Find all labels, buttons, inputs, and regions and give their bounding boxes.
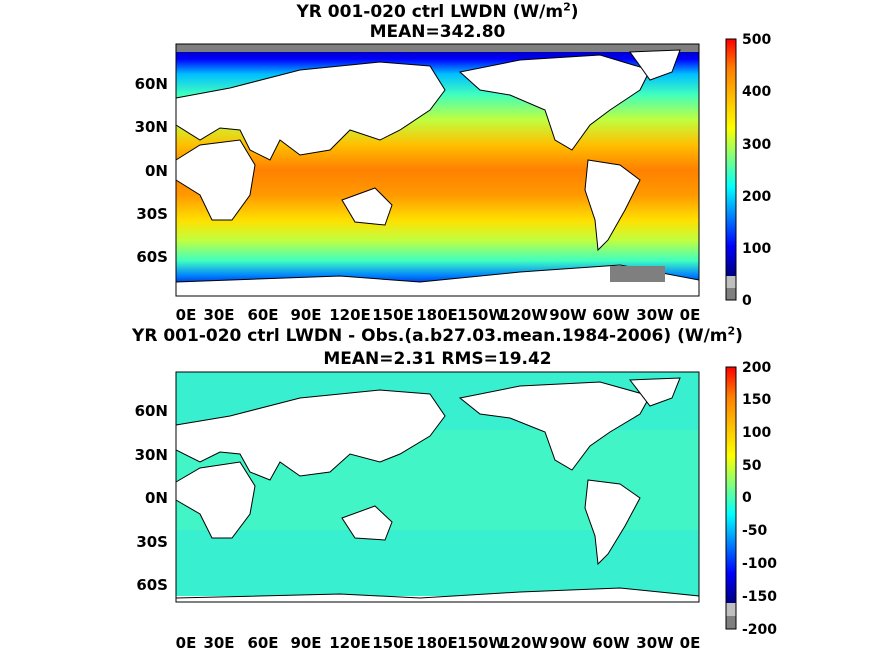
panel1-cb-tick: 200 [742, 189, 771, 205]
panel2-greenland [629, 377, 681, 407]
panel2-lon-label: 60E [247, 634, 278, 652]
panel1-lon-label: 150W [457, 306, 505, 324]
panel2-lon-label: 90E [290, 634, 321, 652]
panel2-south-america [584, 479, 641, 566]
panel1-greenland [629, 49, 681, 81]
panel1-lon-label: 60E [247, 306, 278, 324]
panel2-north-america [458, 381, 651, 471]
panel1-cb-tick: 300 [742, 137, 771, 153]
panel1-cb-tick: 100 [742, 241, 771, 257]
panel1-colorbar-missing-light [726, 276, 736, 288]
panel2-lon-label: 60W [592, 634, 630, 652]
panel1-lon-label: 180E [416, 306, 458, 324]
panel2-cb-tick: 50 [742, 458, 762, 474]
panel2-lon-label: 120W [500, 634, 548, 652]
panel2-cb-tick: 150 [742, 392, 771, 408]
panel2-lon-label: 0E [680, 634, 701, 652]
panel1-map-frame [175, 43, 700, 297]
panel2-lon-label: 120E [329, 634, 371, 652]
panel2-title: YR 001-020 ctrl LWDN - Obs.(a.b27.03.mea… [132, 324, 743, 346]
panel1-colorbar-gradient [726, 39, 736, 276]
panel2-lon-label: 180E [416, 634, 458, 652]
panel1-lat-label: 60N [135, 75, 168, 93]
panel2-lon-label: 30E [203, 634, 234, 652]
panel2-lat-label: 30S [136, 533, 168, 551]
panel2-stats: MEAN=2.31 RMS=19.42 [323, 349, 552, 369]
panel1-antarctic-missing [610, 266, 665, 282]
panel2-australia [341, 505, 393, 541]
panel1-south-america [584, 159, 641, 252]
panel1-lon-label: 30W [636, 306, 674, 324]
panel2-colorbar-missing-light [726, 603, 736, 616]
panel2-cb-tick: -200 [742, 622, 777, 638]
panel1-australia [341, 187, 393, 226]
panel2-lat-label: 0N [145, 489, 168, 507]
panel2-africa [175, 461, 256, 539]
panel2-lat-label: 60S [136, 576, 168, 594]
panel1-africa [175, 139, 256, 221]
panel1-arctic-missing [176, 44, 699, 52]
panel2-lat-label: 60N [135, 402, 168, 420]
panel1-lon-label: 30E [203, 306, 234, 324]
panel1-map [175, 43, 700, 297]
panel1-colorbar: 0 100 200 300 400 500 [725, 32, 771, 309]
panel2-lat-label: 30N [135, 446, 168, 464]
panel2-colorbar-gradient [726, 367, 736, 603]
panel2-cb-tick: 200 [742, 360, 771, 376]
panel1-cb-tick: 500 [742, 32, 771, 48]
panel1-lon-label: 120E [329, 306, 371, 324]
panel1-lon-label: 60W [592, 306, 630, 324]
panel1-colorbar-missing [726, 288, 736, 300]
panel1-land [175, 49, 700, 297]
panel2-cb-tick: -100 [742, 556, 777, 572]
panel1-stats: MEAN=342.80 [369, 22, 506, 42]
panel1-lat-label: 60S [136, 248, 168, 266]
panel1-lat-label: 0N [145, 162, 168, 180]
panel2-lon-label: 150E [372, 634, 414, 652]
panel1-cb-tick: 0 [742, 293, 752, 309]
panel2-lon-label: 30W [636, 634, 674, 652]
panel1-lat-label: 30S [136, 205, 168, 223]
panel2-colorbar-frame [725, 366, 737, 630]
panel1-eurasia [175, 61, 446, 161]
panel1-cb-tick: 400 [742, 84, 771, 100]
panel1-lon-label: 90W [549, 306, 587, 324]
panel1-lon-label: 150E [372, 306, 414, 324]
panel2-cb-tick: -50 [742, 523, 768, 539]
panel1-colorbar-frame [725, 38, 737, 301]
panel1-title: YR 001-020 ctrl LWDN (W/m2) [296, 0, 579, 22]
panel2-cb-tick: -150 [742, 589, 777, 605]
panel2-colorbar: -200 -150 -100 -50 0 50 100 150 200 [725, 360, 777, 638]
panel2-map [175, 371, 700, 603]
panel2-map-frame [175, 371, 700, 603]
panel1-lon-label: 0E [680, 306, 701, 324]
panel2-cb-tick: 0 [742, 490, 752, 506]
panel1-lon-label: 90E [290, 306, 321, 324]
panel2-land [175, 377, 700, 603]
panel1-lat-label: 30N [135, 118, 168, 136]
panel1-lon-label: 120W [500, 306, 548, 324]
panel2-lon-label: 90W [549, 634, 587, 652]
panel2-eurasia [175, 389, 446, 481]
panel2-cb-tick: 100 [742, 425, 771, 441]
panel1-lon-label: 0E [176, 306, 197, 324]
panel2-lon-label: 0E [176, 634, 197, 652]
panel1-north-america [458, 54, 651, 151]
panel2-colorbar-missing [726, 616, 736, 629]
panel2-lon-label: 150W [457, 634, 505, 652]
